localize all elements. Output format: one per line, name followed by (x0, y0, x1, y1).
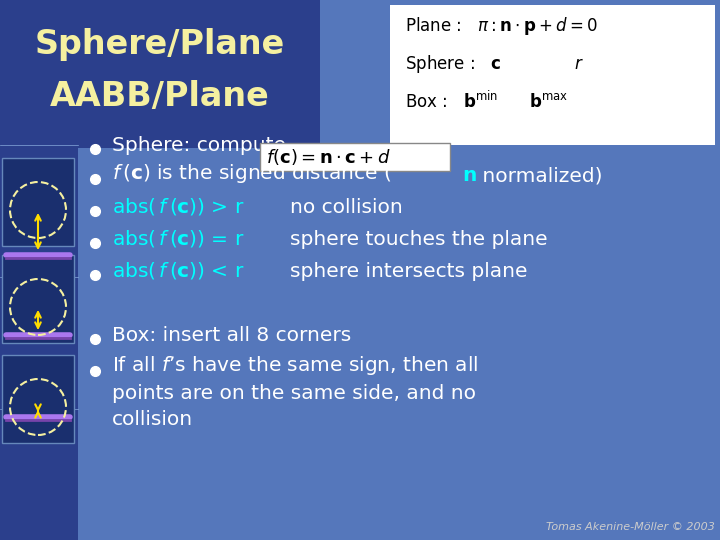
Bar (2, 255, 74, 343)
Text: abs($\,f\,(\mathbf{c})$) > r: abs($\,f\,(\mathbf{c})$) > r (112, 196, 245, 217)
Text: Sphere: compute: Sphere: compute (112, 136, 286, 155)
Text: Sphere :   $\mathbf{c}$              $r$: Sphere : $\mathbf{c}$ $r$ (405, 53, 584, 75)
Text: normalized): normalized) (476, 166, 603, 185)
Bar (390, 5, 715, 145)
Bar (2, 158, 74, 246)
Text: $\mathbf{n}$: $\mathbf{n}$ (462, 166, 477, 185)
Bar (0, 0, 320, 148)
Text: If all $f$’s have the same sign, then all: If all $f$’s have the same sign, then al… (112, 354, 478, 377)
Text: collision: collision (112, 410, 193, 429)
Bar (0, 145, 78, 540)
Text: points are on the same side, and no: points are on the same side, and no (112, 384, 476, 403)
Text: Sphere/Plane: Sphere/Plane (35, 28, 285, 61)
Text: abs($\,f\,(\mathbf{c})$) < r: abs($\,f\,(\mathbf{c})$) < r (112, 260, 245, 281)
Text: abs($\,f\,(\mathbf{c})$) = r: abs($\,f\,(\mathbf{c})$) = r (112, 228, 245, 249)
Text: Box :   $\mathbf{b}^{\mathrm{min}}$      $\mathbf{b}^{\mathrm{max}}$: Box : $\mathbf{b}^{\mathrm{min}}$ $\math… (405, 91, 568, 112)
Text: Tomas Akenine-Möller © 2003: Tomas Akenine-Möller © 2003 (546, 522, 715, 532)
Text: $f(\mathbf{c}) = \mathbf{n} \cdot \mathbf{c} + d$: $f(\mathbf{c}) = \mathbf{n} \cdot \mathb… (266, 147, 391, 167)
Text: AABB/Plane: AABB/Plane (50, 80, 270, 113)
Text: no collision: no collision (290, 198, 402, 217)
Text: Box: insert all 8 corners: Box: insert all 8 corners (112, 326, 351, 345)
Bar (260, 143, 450, 171)
Text: sphere intersects plane: sphere intersects plane (290, 262, 528, 281)
Text: Plane :   $\pi : \mathbf{n} \cdot \mathbf{p} + d = 0$: Plane : $\pi : \mathbf{n} \cdot \mathbf{… (405, 15, 598, 37)
Text: sphere touches the plane: sphere touches the plane (290, 230, 548, 249)
Text: $f\,(\mathbf{c})$ is the signed distance (: $f\,(\mathbf{c})$ is the signed distance… (112, 162, 392, 185)
Bar (2, 355, 74, 443)
